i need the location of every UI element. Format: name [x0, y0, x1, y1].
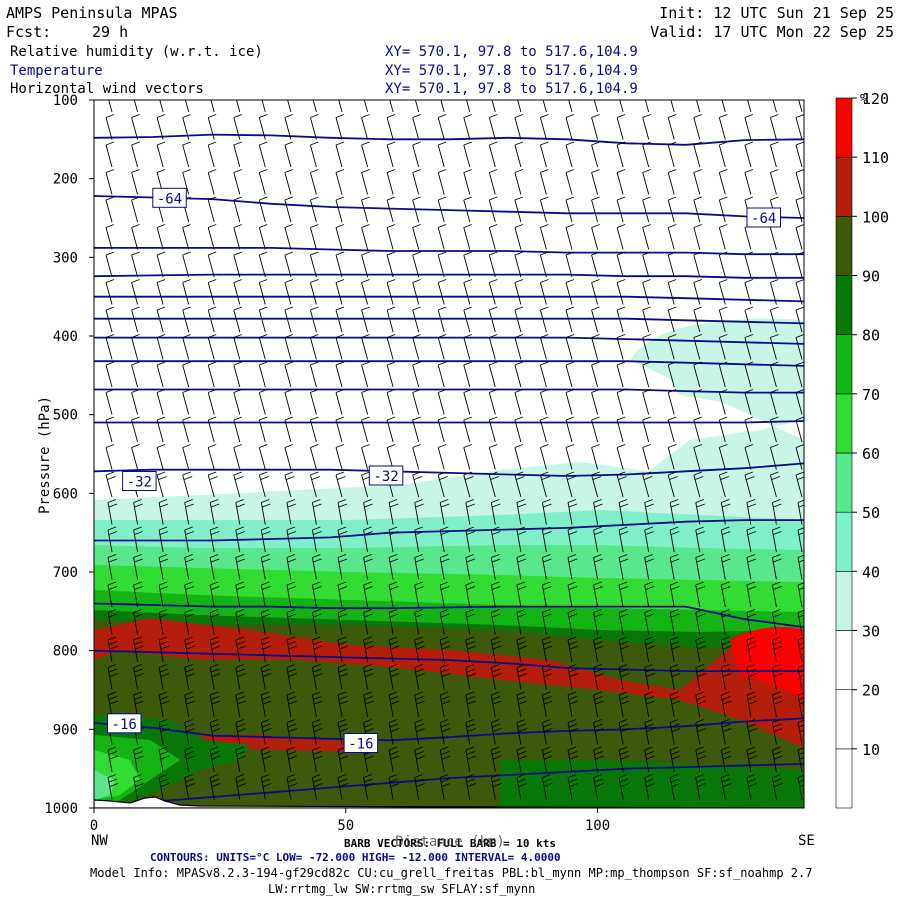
colorbar-unit: %	[860, 92, 869, 108]
temperature-contour-line	[94, 388, 804, 394]
y-axis-tick-label: 900	[53, 722, 78, 738]
temperature-contour-line	[94, 462, 804, 477]
temperature-contour-line	[94, 763, 804, 808]
model-info: Model Info: MPASv8.2.3-194-gf29cd82c CU:…	[90, 866, 812, 880]
colorbar-tick-label: 30	[862, 623, 880, 641]
temperature-contour-line	[94, 360, 804, 367]
temperature-contour-line	[94, 317, 804, 325]
temperature-contour-line	[94, 273, 804, 279]
y-axis-tick-label: 1000	[44, 801, 78, 817]
colorbar-tick-label: 120	[862, 90, 889, 108]
rh-shading	[94, 318, 804, 808]
y-axis-tick-label: 500	[53, 408, 78, 424]
contour-label: -32	[373, 469, 398, 485]
colorbar-tick-label: 80	[862, 327, 880, 345]
init-time: Init: 12 UTC Sun 21 Sep 25	[659, 4, 894, 22]
colorbar-tick-label: 20	[862, 682, 880, 700]
colorbar-tick-label: 90	[862, 268, 880, 286]
model-title: AMPS Peninsula MPAS	[6, 4, 178, 22]
y-axis-tick-label: 400	[53, 329, 78, 345]
temperature-contour-line	[94, 420, 804, 424]
forecast-label: Fcst:	[6, 23, 51, 41]
y-axis-tick-label: 100	[53, 93, 78, 109]
barb-legend: BARB VECTORS: FULL BARB = 10 kts	[344, 837, 556, 850]
y-axis-title: Pressure (hPa)	[37, 396, 53, 514]
x-axis-tick-label: 100	[585, 818, 610, 834]
colorbar-segment	[835, 689, 853, 750]
y-axis-tick-label: 600	[53, 486, 78, 502]
valid-time: Valid: 17 UTC Mon 22 Sep 25	[650, 23, 894, 41]
colorbar-segment	[835, 748, 853, 809]
temperature-contour-line	[94, 602, 804, 628]
contour-label: -16	[112, 717, 137, 733]
colorbar-segment	[835, 97, 853, 158]
colorbar-segment	[835, 275, 853, 336]
colorbar-segment	[835, 393, 853, 454]
colorbar-segment	[835, 511, 853, 572]
colorbar-tick-label: 60	[862, 445, 880, 463]
colorbar-tick-label: 100	[862, 208, 889, 226]
y-axis-tick-label: 700	[53, 565, 78, 581]
contour-label-box	[152, 187, 187, 208]
temperature-contour-line	[94, 195, 804, 219]
field-label-wind: Horizontal wind vectors	[10, 81, 204, 97]
wind-barb-field	[105, 100, 804, 800]
colorbar: 10 20 30 40 50 60 70 80 90 100 110 120	[835, 90, 889, 809]
colorbar-tick-label: 110	[862, 149, 889, 167]
colorbar-segment	[835, 630, 853, 691]
contour-label-box	[368, 465, 404, 486]
colorbar-tick-label: 40	[862, 563, 880, 581]
colorbar-segment	[835, 216, 853, 276]
contour-label-box	[107, 713, 142, 734]
contour-info: CONTOURS: UNITS=°C LOW= -72.000 HIGH= -1…	[150, 851, 561, 864]
colorbar-segment	[835, 156, 853, 217]
contour-label: -16	[348, 737, 373, 753]
end-label-nw: NW	[91, 833, 108, 849]
model-info-physics: LW:rrtmg_lw SW:rrtmg_sw SFLAY:sf_mynn	[268, 882, 535, 896]
contour-label: -64	[751, 211, 776, 227]
field-xy-temp: XY= 570.1, 97.8 to 517.6,104.9	[385, 63, 638, 79]
wind-barbs	[105, 100, 804, 800]
temperature-contour-line	[94, 336, 804, 345]
plot-area: -64 -64 -32 -32 -16 -16	[94, 100, 804, 808]
field-label-temp: Temperature	[10, 63, 103, 79]
colorbar-segment	[835, 452, 853, 513]
x-axis-tick-label: 50	[337, 818, 354, 834]
colorbar-tick-label: 70	[862, 386, 880, 404]
y-axis: 100 200 300 400 500 600 700 800 900 1000	[44, 93, 94, 817]
forecast-hour: 29 h	[92, 23, 128, 41]
contour-labels: -64 -64 -32 -32 -16 -16	[107, 187, 781, 753]
plot-frame	[93, 99, 805, 809]
colorbar-segment	[835, 334, 853, 395]
field-xy-wind: XY= 570.1, 97.8 to 517.6,104.9	[385, 81, 638, 97]
end-label-se: SE	[798, 833, 815, 849]
x-axis: 0 50 100	[90, 808, 610, 834]
contour-label: -32	[127, 475, 152, 491]
contour-label-box	[122, 471, 157, 491]
distance-axis-title: Distance (km)	[395, 834, 505, 850]
temperature-contour-line	[94, 133, 804, 146]
colorbar-tick-label: 10	[862, 741, 880, 759]
contour-label-box	[746, 207, 781, 228]
colorbar-segment	[835, 570, 853, 631]
y-axis-tick-label: 300	[53, 250, 78, 266]
terrain	[94, 796, 804, 808]
temperature-contour-line	[94, 247, 804, 256]
contour-label: -64	[157, 191, 182, 207]
field-xy-rh: XY= 570.1, 97.8 to 517.6,104.9	[385, 44, 638, 60]
x-axis-tick-label: 0	[90, 818, 98, 834]
field-label-rh: Relative humidity (w.r.t. ice)	[10, 44, 263, 60]
colorbar-tick-label: 50	[862, 504, 880, 522]
y-axis-tick-label: 200	[53, 172, 78, 188]
contour-label-box	[343, 733, 379, 753]
y-axis-tick-label: 800	[53, 644, 78, 660]
